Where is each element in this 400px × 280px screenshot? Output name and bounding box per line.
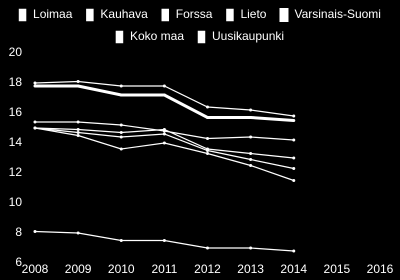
y-tick-label: 16 <box>9 105 23 119</box>
point <box>33 81 37 85</box>
legend-swatch <box>197 30 206 44</box>
point <box>33 230 37 233</box>
legend-label: Koko maa <box>130 29 184 43</box>
point <box>76 80 80 83</box>
point <box>292 167 296 170</box>
point <box>162 128 166 131</box>
point <box>76 120 80 124</box>
legend-label: Loimaa <box>33 7 73 21</box>
point <box>76 134 80 137</box>
point <box>119 135 123 139</box>
point <box>76 84 80 88</box>
x-tick-label: 2011 <box>151 262 177 276</box>
point <box>76 131 80 134</box>
legend-swatch <box>279 8 289 22</box>
legend-label: Uusikaupunki <box>212 29 284 43</box>
x-tick-label: 2015 <box>324 262 351 276</box>
x-tick-label: 2012 <box>194 262 221 276</box>
x-tick-label: 2014 <box>280 262 307 276</box>
point <box>33 120 37 124</box>
point <box>292 114 296 118</box>
point <box>162 93 166 97</box>
point <box>162 132 166 136</box>
point <box>206 105 209 109</box>
x-tick-label: 2010 <box>108 262 135 276</box>
point <box>292 179 296 182</box>
point <box>292 249 296 253</box>
point <box>119 84 123 88</box>
point <box>292 138 296 142</box>
legend-swatch <box>86 8 94 22</box>
legend-swatch <box>161 8 170 22</box>
point <box>206 246 209 250</box>
point <box>162 141 166 145</box>
point <box>292 156 296 160</box>
point <box>119 131 123 134</box>
point <box>292 119 296 122</box>
point <box>33 126 37 130</box>
x-tick-label: 2013 <box>237 262 264 276</box>
legend-swatch <box>18 8 27 22</box>
point <box>249 135 253 139</box>
y-tick-label: 20 <box>9 45 23 59</box>
legend-row: Koko maa Uusikaupunki <box>115 29 284 44</box>
point <box>249 108 253 112</box>
point <box>119 239 123 242</box>
point <box>206 149 209 152</box>
y-tick-label: 6 <box>15 255 22 269</box>
point <box>206 137 209 140</box>
y-tick-label: 18 <box>9 75 23 89</box>
legend-label: Forssa <box>176 7 213 21</box>
y-tick-label: 12 <box>9 165 23 179</box>
point <box>249 116 253 119</box>
legend-row: Loimaa Kauhava Forssa Lieto Varsinais-Suomi <box>18 7 381 22</box>
x-tick-label: 2008 <box>22 262 49 276</box>
point <box>249 152 253 155</box>
point <box>162 239 166 242</box>
point <box>119 123 123 127</box>
y-tick-label: 10 <box>9 195 23 209</box>
point <box>76 128 80 131</box>
legend-swatch <box>226 8 234 22</box>
x-tick-label: 2009 <box>65 262 92 276</box>
y-tick-label: 14 <box>9 135 23 149</box>
legend-label: Kauhava <box>100 7 148 21</box>
point <box>206 152 209 155</box>
point <box>249 164 253 167</box>
legend-swatch <box>115 30 124 44</box>
series-line <box>35 84 294 122</box>
legend-label: Lieto <box>240 7 266 21</box>
point <box>249 158 253 161</box>
point <box>206 116 209 119</box>
point <box>162 84 166 88</box>
point <box>249 246 253 250</box>
x-tick-label: 2016 <box>367 262 394 276</box>
point <box>119 93 123 97</box>
point <box>119 147 123 151</box>
y-tick-label: 8 <box>15 225 22 239</box>
legend-label: Varsinais-Suomi <box>294 7 380 21</box>
point <box>76 231 80 235</box>
point <box>33 84 37 88</box>
